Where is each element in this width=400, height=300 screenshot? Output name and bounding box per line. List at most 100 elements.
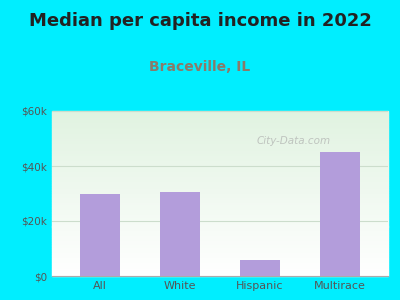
Bar (52, 210, 388, 212)
Bar (52, 215, 388, 217)
Bar (52, 157, 388, 159)
Bar (52, 126, 388, 128)
Bar (52, 195, 388, 197)
Bar (52, 119, 388, 121)
Bar (240, 260, 280, 276)
Bar (52, 164, 388, 166)
Text: City-Data.com: City-Data.com (257, 136, 331, 146)
Bar (52, 131, 388, 132)
Bar (52, 185, 388, 187)
Bar (52, 178, 388, 180)
Bar (52, 217, 388, 218)
Bar (52, 265, 388, 266)
Bar (52, 205, 388, 207)
Bar (52, 221, 388, 223)
Bar (52, 132, 388, 134)
Bar (52, 266, 388, 268)
Bar (52, 212, 388, 213)
Bar (52, 144, 388, 146)
Bar (52, 128, 388, 129)
Bar (52, 155, 388, 157)
Bar (52, 269, 388, 271)
Bar (52, 170, 388, 172)
Bar (52, 208, 388, 210)
Bar (52, 254, 388, 256)
Bar (52, 230, 388, 232)
Bar (52, 111, 388, 112)
Bar (52, 166, 388, 167)
Bar (52, 241, 388, 243)
Bar (52, 116, 388, 118)
Bar (52, 235, 388, 236)
Bar (52, 251, 388, 253)
Bar (52, 258, 388, 260)
Bar (52, 146, 388, 147)
Bar (52, 162, 388, 164)
Bar (52, 245, 388, 246)
Bar (52, 182, 388, 184)
Bar (52, 271, 388, 273)
Bar (52, 112, 388, 114)
Bar (52, 175, 388, 177)
Bar (52, 154, 388, 155)
Bar (52, 118, 388, 119)
Bar (320, 152, 360, 276)
Bar (52, 136, 388, 137)
Bar (52, 159, 388, 160)
Bar (52, 134, 388, 136)
Bar (52, 149, 388, 151)
Bar (52, 197, 388, 199)
Bar (52, 274, 388, 276)
Bar (52, 213, 388, 215)
Bar (52, 137, 388, 139)
Bar (52, 263, 388, 265)
Bar (52, 236, 388, 238)
Bar (52, 207, 388, 208)
Bar (52, 250, 388, 251)
Bar (52, 152, 388, 154)
Bar (52, 177, 388, 178)
Bar (52, 243, 388, 245)
Bar (52, 124, 388, 126)
Bar (52, 226, 388, 228)
Bar (52, 268, 388, 269)
Bar (52, 180, 388, 182)
Bar (52, 174, 388, 175)
Text: Braceville, IL: Braceville, IL (149, 60, 251, 74)
Bar (52, 142, 388, 144)
Bar (52, 141, 388, 142)
Bar (52, 167, 388, 169)
Bar (52, 121, 388, 122)
Bar (52, 114, 388, 116)
Bar (52, 192, 388, 194)
Text: Median per capita income in 2022: Median per capita income in 2022 (28, 12, 372, 30)
Bar (52, 147, 388, 149)
Bar (52, 232, 388, 233)
Bar (52, 202, 388, 203)
Bar (52, 248, 388, 250)
Bar (52, 122, 388, 124)
Bar (52, 220, 388, 221)
Bar (52, 233, 388, 235)
Bar (52, 151, 388, 152)
Bar (52, 200, 388, 202)
Bar (80, 194, 120, 276)
Bar (52, 228, 388, 230)
Bar (52, 260, 388, 261)
Bar (52, 246, 388, 248)
Bar (52, 172, 388, 174)
Bar (52, 187, 388, 188)
Bar (52, 194, 388, 195)
Bar (52, 253, 388, 254)
Bar (160, 192, 200, 276)
Bar (52, 199, 388, 200)
Bar (52, 261, 388, 263)
Bar (52, 129, 388, 131)
Bar (52, 203, 388, 205)
Bar (52, 225, 388, 226)
Bar (52, 184, 388, 185)
Bar (52, 160, 388, 162)
Bar (52, 240, 388, 241)
Bar (52, 190, 388, 192)
Bar (52, 223, 388, 225)
